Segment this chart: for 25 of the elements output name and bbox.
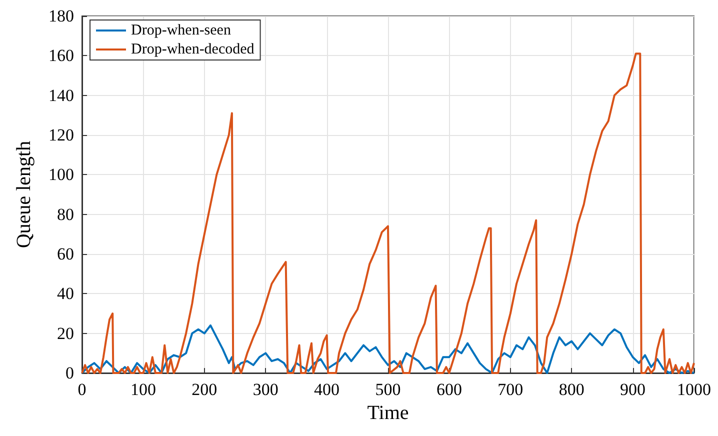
x-tick-label: 900 — [620, 380, 646, 399]
y-axis-title: Queue length — [13, 140, 35, 248]
x-tick-label: 400 — [314, 380, 340, 399]
legend-label: Drop-when-seen — [131, 22, 232, 38]
x-tick-label: 100 — [130, 380, 156, 399]
y-tick-label: 20 — [57, 324, 74, 343]
x-tick-label: 700 — [498, 380, 524, 399]
x-tick-label: 600 — [436, 380, 462, 399]
y-tick-label: 160 — [48, 46, 74, 66]
x-tick-label: 200 — [192, 380, 218, 399]
legend-label: Drop-when-decoded — [131, 42, 255, 58]
y-tick-label: 120 — [48, 126, 74, 144]
x-tick-label: 0 — [78, 380, 86, 399]
x-tick-label: 800 — [558, 380, 584, 399]
y-tick-label: 100 — [48, 165, 74, 184]
y-tick-label: 60 — [57, 244, 74, 264]
y-tick-label: 140 — [48, 86, 74, 105]
x-tick-label: 500 — [375, 380, 401, 399]
y-tick-label: 80 — [57, 204, 74, 224]
y-tick-label: 180 — [48, 6, 74, 26]
x-tick-label: 1000 — [677, 380, 711, 399]
x-tick-label: 300 — [252, 380, 278, 399]
x-axis-title: Time — [367, 402, 409, 424]
y-tick-label: 0 — [66, 364, 74, 382]
y-tick-label: 40 — [57, 284, 74, 304]
